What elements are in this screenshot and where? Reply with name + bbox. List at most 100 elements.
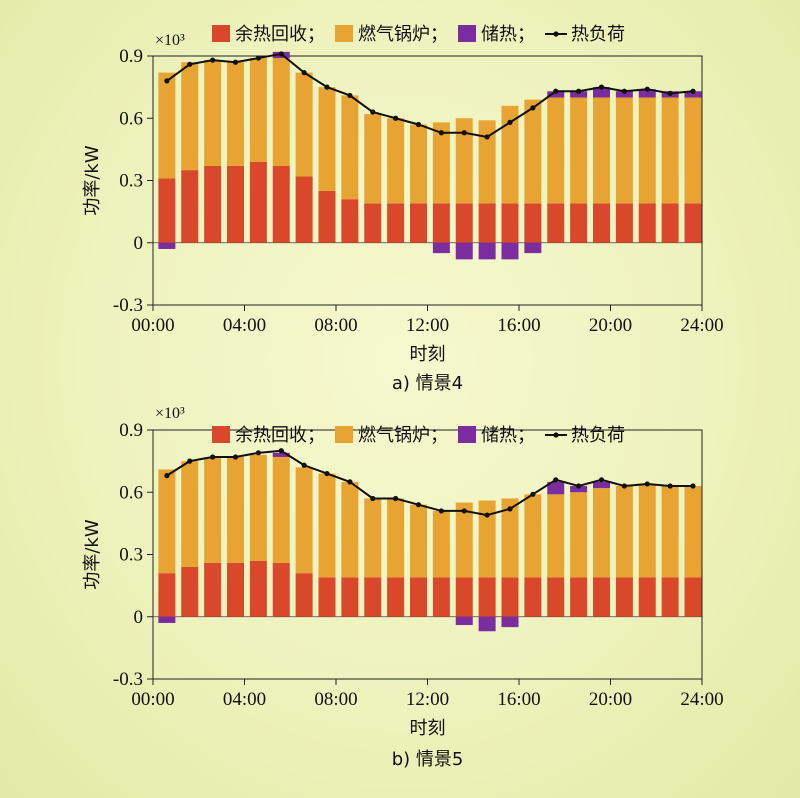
x-tick-label: 08:00	[314, 315, 357, 336]
heat-load-point	[164, 473, 170, 479]
x-tick-label: 00:00	[131, 315, 174, 336]
bar-waste-heat	[158, 178, 176, 243]
heat-load-point	[393, 115, 399, 121]
heat-load-point	[598, 477, 605, 483]
bar-gas-boiler	[684, 486, 702, 578]
bar-gas-boiler	[249, 454, 267, 561]
bar-waste-heat	[410, 203, 427, 243]
bar-waste-heat	[501, 203, 519, 243]
bar-heat-storage	[638, 89, 656, 98]
x-tick-label: 16:00	[497, 315, 540, 336]
x-tick-label: 20:00	[589, 689, 632, 710]
bar-gas-boiler	[570, 97, 588, 204]
chart-panel-2: -0.3 0 0.3 0.6 0.9 00:00 04:00 08:00 12:00 16:00 2…	[82, 405, 724, 770]
heat-load-point	[324, 470, 330, 477]
legend-separator: ；	[517, 24, 535, 45]
bar-waste-heat	[249, 161, 267, 243]
legend-separator: ；	[430, 425, 448, 446]
bar-gas-boiler	[295, 72, 313, 177]
heat-load-point	[301, 70, 307, 76]
heat-load-point	[461, 130, 467, 136]
heat-load-point	[278, 448, 284, 454]
chart-caption: a) 情景4	[392, 373, 463, 394]
bar-waste-heat	[478, 203, 496, 243]
bar-gas-boiler	[455, 502, 473, 578]
heat-load-point	[621, 483, 627, 489]
chart-panel-1: -0.3 0 0.3 0.6 0.9 00:00 04:00 08:00 12:00 16:00 2…	[82, 24, 724, 394]
legend-line-marker	[553, 432, 559, 438]
heat-load-point	[576, 88, 582, 94]
bar-gas-boiler	[501, 498, 519, 578]
bar-heat-storage	[593, 87, 610, 98]
x-tick-label: 04:00	[223, 689, 266, 710]
bar-heat-storage	[455, 242, 473, 260]
bar-waste-heat	[547, 577, 565, 617]
heat-load-point	[210, 454, 216, 460]
heat-load-point	[644, 86, 650, 92]
heat-load-point	[667, 90, 673, 96]
heat-load-line	[166, 52, 694, 138]
bar-waste-heat	[295, 176, 313, 243]
y-tick-label: -0.3	[113, 669, 143, 690]
bar-waste-heat	[615, 203, 633, 243]
legend-swatch	[458, 426, 476, 443]
heat-load-point	[530, 105, 536, 111]
heat-load-point	[370, 109, 376, 115]
bar-gas-boiler	[341, 95, 359, 200]
bar-waste-heat	[455, 203, 473, 243]
x-tick-label: 24:00	[680, 315, 723, 336]
heat-load-point	[438, 508, 444, 514]
bar-gas-boiler	[432, 510, 450, 578]
bar-heat-storage	[570, 486, 588, 493]
bar-gas-boiler	[547, 97, 565, 204]
x-tick-label: 20:00	[589, 315, 632, 336]
bar-waste-heat	[364, 203, 382, 243]
legend-label: 热负荷	[571, 24, 625, 45]
legend-swatch	[335, 426, 353, 443]
bar-gas-boiler	[593, 97, 610, 204]
bar-gas-boiler	[524, 99, 542, 204]
bar-waste-heat	[684, 203, 702, 243]
bar-waste-heat	[387, 203, 405, 243]
bar-heat-storage	[455, 616, 473, 626]
legend-label: 燃气锅炉	[358, 24, 430, 45]
bar-gas-boiler	[341, 481, 359, 578]
bar-waste-heat	[593, 203, 610, 243]
x-axis-label: 时刻	[410, 344, 446, 365]
bar-heat-storage	[547, 481, 565, 495]
legend-label: 储热	[481, 24, 517, 45]
bar-heat-storage	[432, 242, 450, 254]
heat-load-point	[621, 88, 627, 94]
bar-waste-heat	[661, 577, 679, 617]
bar-waste-heat	[318, 190, 336, 243]
bar-heat-storage	[615, 91, 633, 98]
bar-heat-storage	[158, 616, 176, 623]
bar-waste-heat	[661, 203, 679, 243]
heat-load-point	[690, 483, 696, 489]
x-tick-label: 24:00	[680, 689, 723, 710]
bar-gas-boiler	[684, 97, 702, 204]
bar-waste-heat	[455, 577, 473, 617]
bar-gas-boiler	[249, 58, 267, 162]
bar-heat-storage	[501, 616, 519, 628]
bar-gas-boiler	[478, 500, 496, 578]
bar-gas-boiler	[318, 87, 336, 191]
heat-load-point	[415, 502, 422, 508]
heat-load-line	[166, 449, 693, 517]
bar-gas-boiler	[615, 97, 633, 204]
heat-load-point	[255, 450, 261, 456]
heat-load-point	[644, 481, 650, 487]
heat-load-point	[576, 483, 582, 489]
heat-load-point	[598, 84, 605, 90]
bar-heat-storage	[684, 91, 702, 98]
bar-gas-boiler	[318, 473, 336, 578]
bar-gas-boiler	[661, 486, 679, 578]
bar-gas-boiler	[547, 494, 565, 578]
bar-waste-heat	[181, 566, 199, 617]
legend-swatch	[458, 25, 476, 42]
heat-load-point	[690, 88, 696, 94]
legend-swatch	[335, 25, 353, 42]
heat-load-point	[667, 483, 673, 489]
y-tick-label: -0.3	[113, 295, 143, 316]
